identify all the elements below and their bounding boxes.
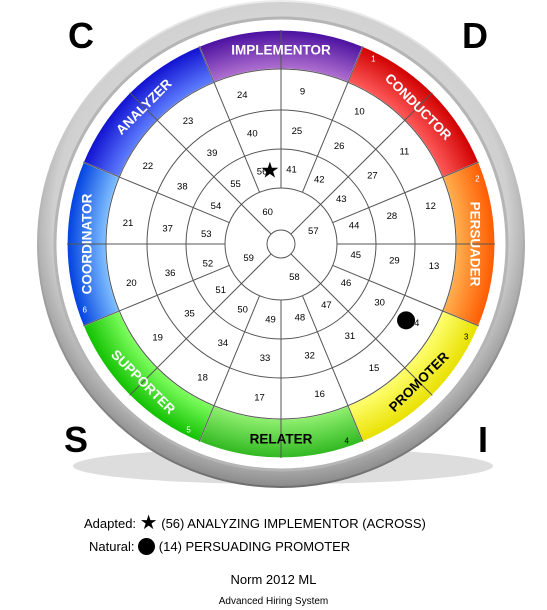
inner-cell-60: 60 — [262, 207, 273, 218]
outer-cell-9: 9 — [300, 87, 305, 98]
grid-spoke — [129, 283, 242, 396]
outer-cell-12: 12 — [425, 201, 436, 212]
ring3-cell-27: 27 — [367, 171, 378, 182]
ring2-cell-53: 53 — [201, 229, 212, 240]
disc-wheel: 9101112131415161718192021222324252627282… — [37, 0, 525, 488]
segment-number-6: 6 — [82, 306, 87, 315]
grid-spoke — [301, 46, 364, 193]
inner-cell-59: 59 — [243, 253, 254, 264]
inner-cell-57: 57 — [308, 226, 319, 237]
adapted-label: Adapted: — [84, 516, 137, 532]
corner-d-label: D — [462, 15, 488, 56]
ring2-cell-48: 48 — [295, 313, 306, 324]
adapted-star-marker: ★ — [260, 157, 280, 182]
ring2-cell-55: 55 — [230, 179, 241, 190]
segment-label-persuader: PERSUADER — [468, 202, 483, 287]
grid-spoke — [320, 283, 433, 396]
segment-number-1: 1 — [371, 55, 376, 64]
grid-spoke — [301, 295, 364, 442]
natural-text: (14) PERSUADING PROMOTER — [158, 539, 351, 555]
system-label: Advanced Hiring System — [218, 596, 329, 607]
outer-cell-23: 23 — [183, 116, 194, 127]
star-icon: ★ — [139, 512, 158, 535]
grid-spoke-inner — [290, 204, 321, 235]
segment-label-coordinator: COORDINATOR — [80, 193, 95, 294]
outer-cell-21: 21 — [123, 218, 134, 229]
ring3-cell-30: 30 — [374, 298, 385, 309]
ring3-cell-39: 39 — [207, 148, 218, 159]
dot-icon — [138, 538, 156, 556]
outer-cell-11: 11 — [399, 147, 409, 158]
ring2-cell-51: 51 — [215, 285, 226, 296]
outer-cell-22: 22 — [143, 161, 154, 172]
outer-cell-18: 18 — [197, 373, 208, 384]
grid-spoke — [332, 264, 479, 327]
segment-number-4: 4 — [344, 436, 349, 445]
grid-spoke — [332, 161, 479, 224]
segment-number-5: 5 — [186, 425, 191, 434]
ring2-cell-49: 49 — [265, 314, 276, 325]
grid-spoke — [198, 295, 261, 442]
natural-label: Natural: — [89, 539, 135, 555]
ring2-cell-42: 42 — [314, 174, 325, 185]
ring2-cell-46: 46 — [341, 278, 352, 289]
ring2-cell-43: 43 — [336, 194, 347, 205]
corner-i-label: I — [478, 419, 489, 460]
outer-cell-19: 19 — [152, 332, 163, 343]
outer-cell-16: 16 — [314, 389, 325, 400]
ring3-cell-31: 31 — [345, 331, 356, 342]
ring3-cell-35: 35 — [184, 308, 195, 319]
outer-cell-10: 10 — [354, 106, 365, 117]
grid-spoke — [320, 92, 433, 205]
outer-cell-13: 13 — [429, 261, 440, 272]
ring3-cell-28: 28 — [387, 211, 398, 222]
ring3-cell-25: 25 — [292, 126, 303, 137]
ring3-cell-26: 26 — [334, 141, 345, 152]
ring3-cell-34: 34 — [218, 338, 229, 349]
ring3-cell-40: 40 — [247, 129, 258, 140]
ring3-cell-38: 38 — [177, 181, 188, 192]
ring2-cell-47: 47 — [321, 300, 332, 311]
grid-spoke-inner — [241, 204, 272, 235]
outer-cell-15: 15 — [369, 363, 380, 374]
grid-spoke — [83, 264, 230, 327]
norm-label: Norm 2012 ML — [230, 572, 317, 587]
ring2-cell-44: 44 — [349, 221, 360, 232]
grid-spoke — [198, 46, 261, 193]
inner-cell-58: 58 — [289, 272, 300, 283]
ring2-cell-41: 41 — [286, 165, 297, 176]
wheel-grid — [67, 30, 495, 458]
grid-spoke — [129, 92, 242, 205]
outer-cell-17: 17 — [254, 392, 265, 403]
grid-spoke — [83, 161, 230, 224]
segment-label-implementor: IMPLEMENTOR — [231, 43, 331, 58]
wheel-markers: ★ — [260, 157, 416, 330]
legend-natural: Natural: (14) PERSUADING PROMOTER — [89, 538, 351, 556]
segment-label-relater: RELATER — [250, 432, 313, 447]
natural-dot-marker — [397, 311, 416, 330]
ring3-cell-33: 33 — [260, 353, 271, 364]
grid-spoke-inner — [290, 253, 321, 284]
ring3-cell-36: 36 — [165, 268, 176, 279]
ring2-cell-52: 52 — [203, 258, 214, 269]
adapted-text: (56) ANALYZING IMPLEMENTOR (ACROSS) — [161, 516, 426, 532]
ring3-cell-29: 29 — [389, 255, 400, 266]
ring3-cell-32: 32 — [304, 350, 315, 361]
hub — [266, 229, 296, 259]
outer-cell-24: 24 — [237, 90, 248, 101]
ring2-cell-50: 50 — [237, 305, 248, 316]
segment-number-2: 2 — [475, 174, 480, 183]
corner-s-label: S — [64, 419, 89, 460]
ring2-cell-45: 45 — [350, 250, 361, 261]
grid-spoke-inner — [241, 253, 272, 284]
legend-adapted: Adapted: ★ (56) ANALYZING IMPLEMENTOR (A… — [84, 512, 426, 535]
segment-number-3: 3 — [464, 332, 469, 341]
outer-cell-20: 20 — [126, 278, 137, 289]
ring2-cell-56: 56 — [257, 166, 268, 177]
ring3-cell-37: 37 — [162, 224, 173, 235]
corner-c-label: C — [68, 15, 94, 56]
ring2-cell-54: 54 — [211, 201, 222, 212]
